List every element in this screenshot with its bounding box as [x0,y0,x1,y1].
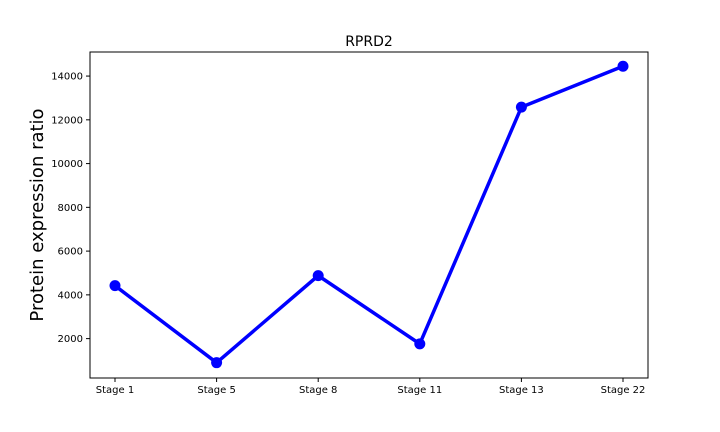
x-tick-label: Stage 11 [397,385,442,396]
data-point [312,270,324,282]
y-tick-label: 8000 [58,203,83,214]
data-point [211,357,223,369]
y-tick-label: 10000 [51,159,83,170]
x-tick-label: Stage 13 [499,385,544,396]
x-axis: Stage 1 Stage 5 Stage 8 Stage 11 Stage 13 Sta… [96,378,646,396]
y-tick-label: 14000 [51,72,83,83]
y-tick-label: 12000 [51,115,83,126]
data-point [109,280,121,292]
data-point [515,101,527,113]
x-tick-label: Stage 22 [601,385,646,396]
data-point [414,338,426,350]
series-line [113,64,625,365]
chart-title: RPRD2 [345,34,393,50]
y-axis: 2000 4000 6000 8000 10000 12000 14000 [51,72,90,345]
x-tick-label: Stage 8 [299,385,337,396]
y-tick-label: 4000 [58,290,83,301]
y-tick-label: 2000 [58,334,83,345]
y-axis-label: Protein expression ratio [27,108,48,321]
plot-area-frame [89,51,649,379]
x-tick-label: Stage 5 [197,385,235,396]
y-tick-label: 6000 [58,247,83,258]
series-group [109,60,629,369]
data-point [617,60,629,72]
x-tick-label: Stage 1 [96,385,134,396]
